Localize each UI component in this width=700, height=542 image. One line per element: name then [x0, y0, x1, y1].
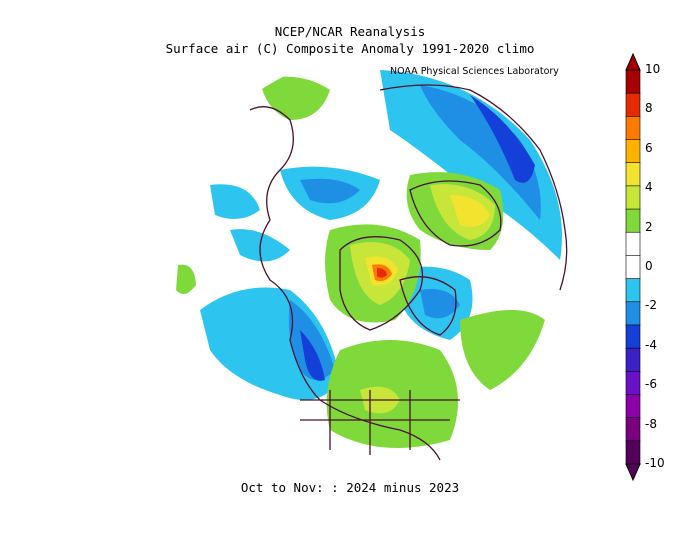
colorbar-segment [625, 116, 641, 141]
colorbar-tick-label: -2 [645, 298, 657, 313]
colorbar-segment [625, 440, 641, 465]
colorbar [625, 52, 641, 482]
colorbar-tick-label: -10 [645, 456, 665, 470]
colorbar-segment [625, 324, 641, 349]
colorbar-segment [625, 417, 641, 442]
credit-label: NOAA Physical Sciences Laboratory [390, 66, 559, 77]
colorbar-segment [625, 162, 641, 187]
colorbar-segment [625, 370, 641, 396]
colorbar-tick-label: 10 [645, 62, 661, 76]
colorbar-tick-label: 0 [645, 259, 653, 273]
colorbar-tick-label: 8 [645, 101, 653, 116]
chart-title: NCEP/NCAR Reanalysis [274, 24, 426, 39]
colorbar-segment [625, 139, 641, 164]
colorbar-segment [625, 347, 641, 373]
colorbar-segment [625, 185, 641, 210]
colorbar-tick-label: -6 [645, 377, 657, 392]
time-period-caption: Oct to Nov: : 2024 minus 2023 [240, 480, 460, 495]
colorbar-segment [625, 255, 641, 280]
colorbar-segment [625, 92, 641, 118]
colorbar-max-arrow [625, 52, 641, 71]
colorbar-tick-label: 6 [645, 140, 653, 155]
colorbar-tick-label: -4 [645, 337, 657, 352]
colorbar-segment [625, 278, 641, 303]
anomaly-field [176, 70, 562, 448]
colorbar-segment [625, 301, 641, 326]
colorbar-tick-label: 2 [645, 219, 653, 234]
colorbar-segment [625, 69, 641, 94]
colorbar-segment [625, 394, 641, 419]
colorbar-tick-label: -8 [645, 416, 657, 431]
polar-anomaly-map [176, 70, 568, 461]
colorbar-segment [625, 231, 641, 257]
colorbar-segment [625, 208, 641, 234]
colorbar-tick-label: 4 [645, 180, 653, 195]
coastlines [249, 84, 568, 461]
chart-subtitle: Surface air (C) Composite Anomaly 1991-2… [165, 41, 535, 56]
colorbar-min-arrow [625, 463, 641, 482]
